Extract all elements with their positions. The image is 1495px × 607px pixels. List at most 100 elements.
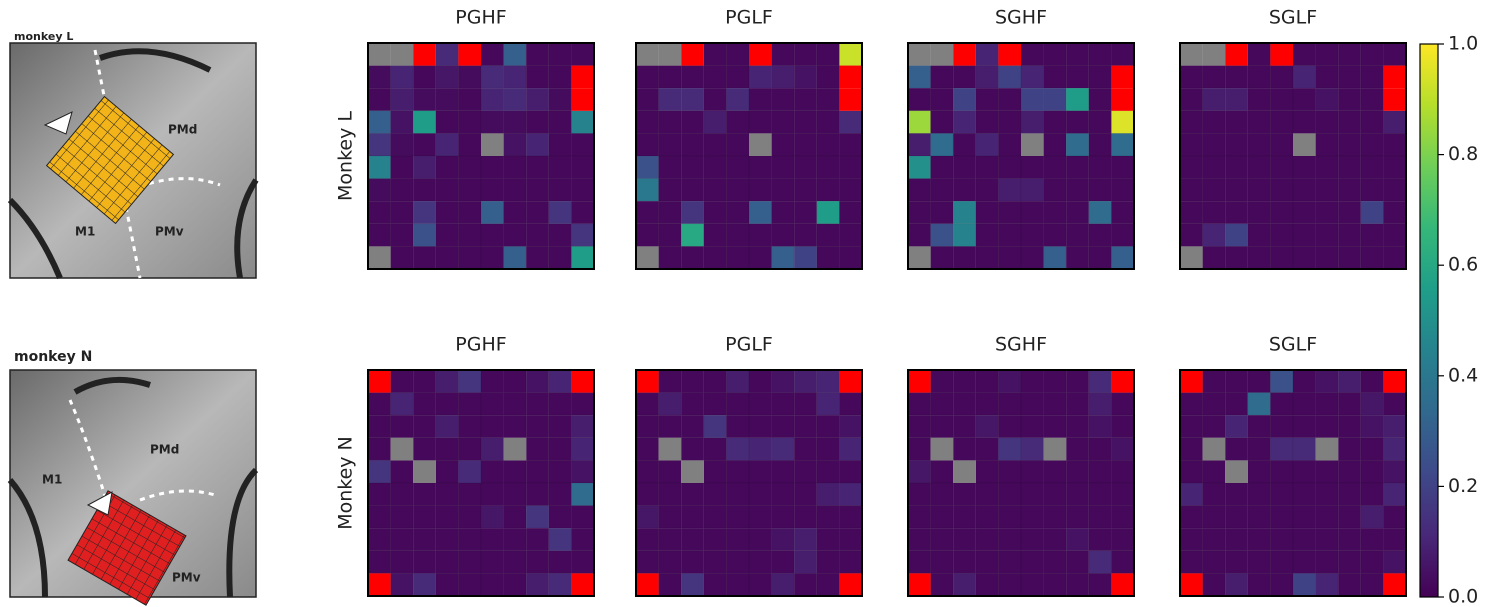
cell [1020, 460, 1044, 484]
cell [1315, 460, 1339, 484]
masked-cell [1180, 573, 1203, 596]
cell [390, 482, 414, 506]
cell [1383, 550, 1407, 574]
cell [748, 414, 772, 439]
cell [726, 550, 750, 574]
cell [435, 178, 459, 202]
cell [1088, 65, 1112, 89]
cell [930, 505, 954, 529]
cell [1315, 42, 1339, 66]
cell [390, 505, 414, 529]
cell [1224, 550, 1249, 574]
cell [1111, 42, 1135, 66]
masked-cell [908, 246, 931, 269]
cell [1043, 246, 1067, 270]
cell [975, 437, 999, 461]
cell [1065, 392, 1090, 416]
cell [1111, 133, 1135, 157]
masked-cell [1383, 65, 1406, 89]
cell [952, 550, 977, 574]
cell [1383, 178, 1407, 202]
cell [930, 392, 954, 416]
frame [907, 42, 1135, 270]
cell [435, 550, 459, 574]
cell [1020, 392, 1044, 416]
cell [390, 223, 414, 247]
cell [726, 246, 750, 270]
cell [1020, 200, 1044, 225]
cell [975, 460, 999, 484]
cell [548, 392, 572, 416]
cell [1020, 437, 1044, 461]
cell [930, 178, 954, 202]
cell [1292, 527, 1316, 552]
cell [1020, 482, 1044, 506]
cell [1383, 223, 1407, 247]
cell [680, 414, 705, 439]
cell [1360, 246, 1384, 270]
cell [1065, 178, 1090, 202]
cell [525, 527, 550, 552]
masked-cell [571, 370, 594, 393]
cell [1383, 155, 1407, 179]
cell [952, 246, 977, 270]
cell [748, 110, 772, 134]
cell [1020, 155, 1044, 179]
cell [1020, 369, 1044, 393]
cell [726, 110, 750, 134]
cell [1202, 155, 1226, 179]
cell [658, 223, 682, 247]
cell [748, 482, 772, 506]
cell [458, 437, 482, 461]
cell [975, 369, 999, 393]
cell [680, 505, 705, 529]
cell [1065, 246, 1090, 270]
cell [1315, 200, 1339, 225]
cell [390, 414, 414, 439]
brain-panel: monkey N PMd M1 PMv [7, 349, 259, 606]
cell [907, 392, 931, 416]
cell [1315, 573, 1339, 597]
cell [548, 87, 572, 112]
masked-cell [368, 573, 391, 596]
cell [1247, 369, 1271, 393]
cell [726, 414, 750, 439]
cell [816, 527, 840, 552]
cell [930, 369, 954, 393]
cell [930, 460, 954, 484]
cell [952, 65, 977, 89]
cell [390, 246, 414, 270]
cell [571, 505, 595, 529]
cell [1065, 550, 1090, 574]
cell [548, 414, 572, 439]
cell [412, 437, 437, 461]
cell [1247, 437, 1271, 461]
cell [771, 369, 795, 393]
cell [1202, 110, 1226, 134]
cell [1360, 87, 1384, 112]
cell [390, 527, 414, 552]
frame [1179, 42, 1407, 270]
cell [367, 223, 391, 247]
cell [839, 133, 863, 157]
cell [839, 414, 863, 439]
cell [952, 414, 977, 439]
cell [1202, 87, 1226, 112]
cell [907, 133, 931, 157]
cell [975, 246, 999, 270]
cell [548, 527, 572, 552]
cell [1270, 414, 1294, 439]
cell [680, 155, 705, 179]
cell [390, 155, 414, 179]
tick-label: 0.4 [1448, 364, 1478, 386]
cell [390, 392, 414, 416]
frame [635, 42, 863, 270]
cell [435, 460, 459, 484]
cell [1111, 437, 1135, 461]
cell [930, 200, 954, 225]
cell [1224, 246, 1249, 270]
cell [1111, 414, 1135, 439]
masked-cell [681, 43, 704, 66]
cell [635, 505, 659, 529]
cell [525, 414, 550, 439]
